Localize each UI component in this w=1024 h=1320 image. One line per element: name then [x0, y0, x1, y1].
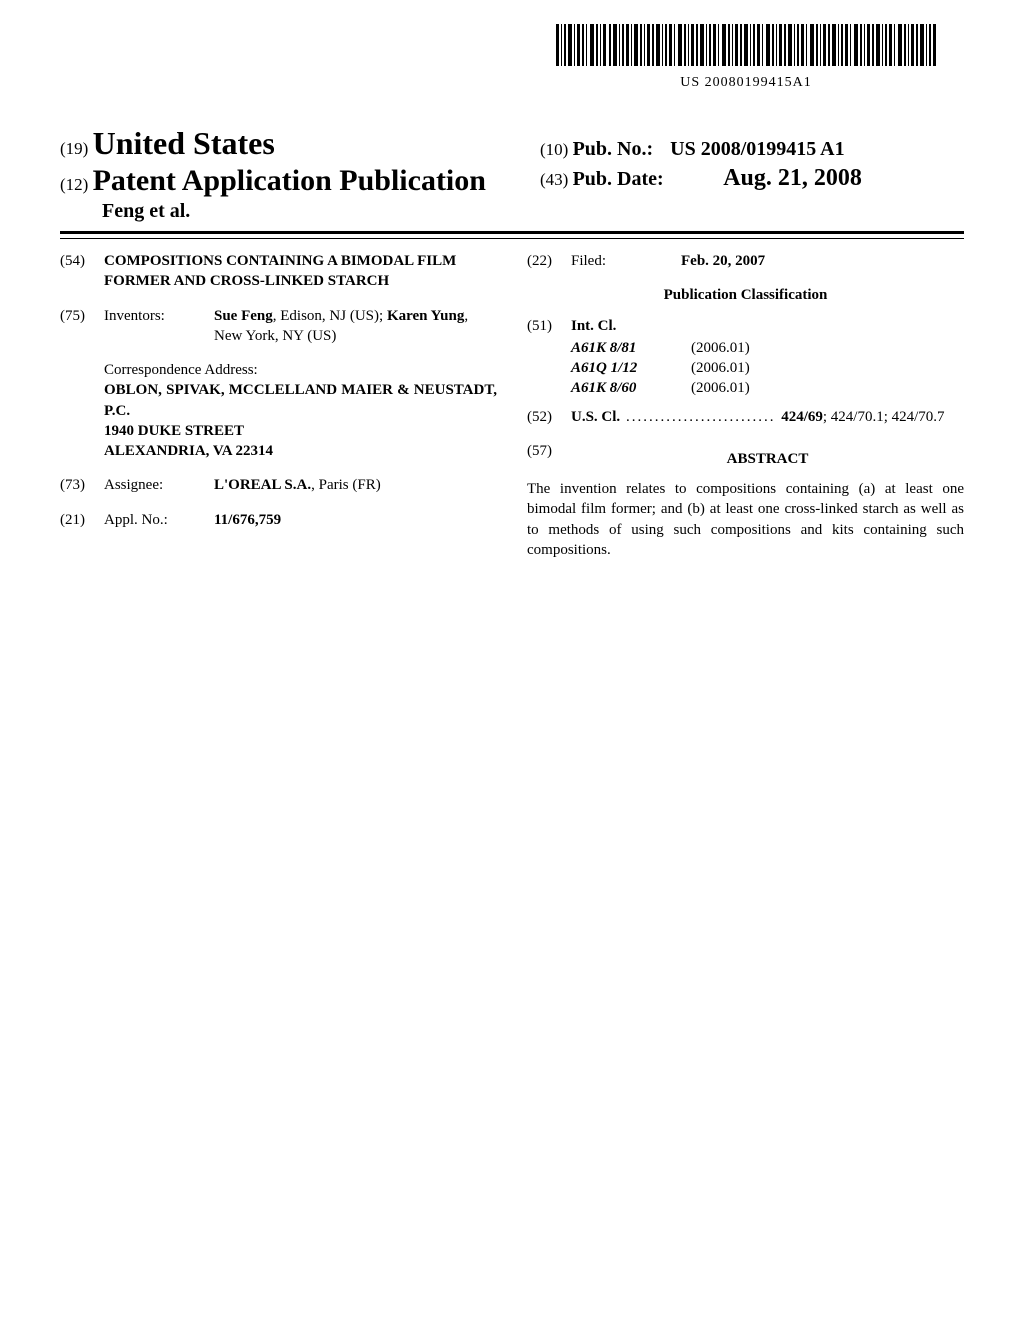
intcl-row: A61K 8/81 (2006.01) — [571, 338, 964, 358]
assignee-label: Assignee: — [104, 475, 214, 495]
inventors-value: Sue Feng, Edison, NJ (US); Karen Yung, N… — [214, 306, 497, 347]
intcl-year: (2006.01) — [691, 358, 750, 378]
rule-thick — [60, 231, 964, 234]
code-10: (10) — [540, 140, 568, 159]
code-22: (22) — [527, 251, 571, 271]
intcl-label: Int. Cl. — [571, 316, 964, 336]
invention-title: COMPOSITIONS CONTAINING A BIMODAL FILM F… — [104, 251, 497, 292]
intcl-code: A61Q 1/12 — [571, 358, 691, 378]
uscl-label: U.S. Cl. — [571, 409, 620, 425]
right-column: (22) Filed: Feb. 20, 2007 Publication Cl… — [527, 251, 964, 560]
code-54: (54) — [60, 251, 104, 292]
intcl-table: A61K 8/81 (2006.01) A61Q 1/12 (2006.01) … — [571, 338, 964, 399]
pub-date-label: Pub. Date: — [573, 168, 664, 190]
doc-type: Patent Application Publication — [93, 164, 486, 197]
intcl-row: A61Q 1/12 (2006.01) — [571, 358, 964, 378]
barcode-icon — [556, 24, 936, 66]
left-column: (54) COMPOSITIONS CONTAINING A BIMODAL F… — [60, 251, 497, 560]
code-57: (57) — [527, 441, 571, 475]
code-43: (43) — [540, 170, 568, 189]
uscl-dots: .......................... — [620, 409, 781, 425]
inventor-1-name: Sue Feng — [214, 308, 273, 324]
uscl-value: U.S. Cl. .......................... 424/… — [571, 407, 964, 427]
applno-label: Appl. No.: — [104, 510, 214, 530]
inventor-2-name: Karen Yung — [387, 308, 464, 324]
abstract-body: The invention relates to compositions co… — [527, 479, 964, 560]
code-52: (52) — [527, 407, 571, 427]
intcl-year: (2006.01) — [691, 378, 750, 398]
correspondence-label: Correspondence Address: — [104, 360, 497, 380]
filed-label: Filed: — [571, 251, 681, 271]
abstract-heading: ABSTRACT — [571, 449, 964, 469]
code-12: (12) — [60, 175, 88, 194]
pub-no-label: Pub. No.: — [573, 138, 654, 160]
correspondence-line-3: ALEXANDRIA, VA 22314 — [104, 441, 497, 461]
intcl-code: A61K 8/81 — [571, 338, 691, 358]
correspondence-block: Correspondence Address: OBLON, SPIVAK, M… — [104, 360, 497, 461]
uscl-rest: ; 424/70.1; 424/70.7 — [823, 409, 945, 425]
pubclass-heading: Publication Classification — [527, 285, 964, 305]
inventor-1-loc: , Edison, NJ (US); — [273, 308, 387, 324]
filed-date: Feb. 20, 2007 — [681, 251, 964, 271]
intcl-year: (2006.01) — [691, 338, 750, 358]
inventors-label: Inventors: — [104, 306, 214, 347]
barcode-block: US 20080199415A1 — [556, 24, 936, 91]
code-73: (73) — [60, 475, 104, 495]
code-19: (19) — [60, 139, 88, 158]
code-51: (51) — [527, 316, 571, 336]
correspondence-line-1: OBLON, SPIVAK, MCCLELLAND MAIER & NEUSTA… — [104, 380, 497, 421]
uscl-primary: 424/69 — [781, 409, 823, 425]
authors-line: Feng et al. — [60, 200, 964, 223]
barcode-number: US 20080199415A1 — [556, 75, 936, 91]
intcl-row: A61K 8/60 (2006.01) — [571, 378, 964, 398]
assignee-name: L'OREAL S.A. — [214, 477, 311, 493]
code-21: (21) — [60, 510, 104, 530]
code-75: (75) — [60, 306, 104, 347]
assignee-value: L'OREAL S.A., Paris (FR) — [214, 475, 497, 495]
rule-thin — [60, 238, 964, 239]
applno-value: 11/676,759 — [214, 510, 497, 530]
correspondence-line-2: 1940 DUKE STREET — [104, 421, 497, 441]
intcl-code: A61K 8/60 — [571, 378, 691, 398]
country: United States — [93, 125, 275, 161]
assignee-loc: , Paris (FR) — [311, 477, 381, 493]
pub-info-block: (10) Pub. No.: US 2008/0199415 A1 (43) P… — [540, 138, 862, 192]
pub-no: US 2008/0199415 A1 — [670, 138, 844, 160]
pub-date: Aug. 21, 2008 — [723, 165, 862, 191]
